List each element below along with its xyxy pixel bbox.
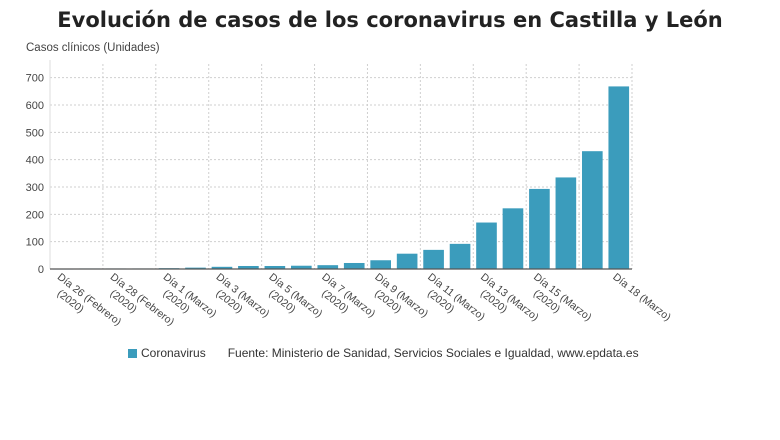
bar-4-mar xyxy=(238,265,259,269)
x-tick-label: Día 5 (Marzo)(2020) xyxy=(259,271,325,330)
y-tick-label: 300 xyxy=(26,182,44,194)
y-tick-label: 500 xyxy=(26,127,44,139)
bar-2-mar xyxy=(185,267,206,269)
bar-12-mar xyxy=(449,243,471,269)
bar-6-mar xyxy=(291,265,312,269)
bar-10-mar xyxy=(396,253,418,269)
x-tick-label: Día 15 (Marzo)(2020) xyxy=(523,271,594,334)
legend-series-name: Coronavirus xyxy=(141,346,206,360)
x-tick-label: Día 18 (Marzo) xyxy=(610,271,673,324)
x-tick-label: Día 9 (Marzo)(2020) xyxy=(364,271,430,330)
bar-5-mar xyxy=(264,265,286,269)
legend: Coronavirus Fuente: Ministerio de Sanida… xyxy=(128,346,639,360)
bar-15-mar xyxy=(529,188,550,269)
y-axis-label: Casos clínicos (Unidades) xyxy=(26,42,160,54)
bar-11-mar xyxy=(423,249,444,269)
bar-3-mar xyxy=(211,266,233,269)
y-tick-label: 400 xyxy=(26,155,44,167)
legend-swatch xyxy=(128,348,137,358)
x-tick-label: Día 3 (Marzo)(2020) xyxy=(206,271,272,330)
bar-8-mar xyxy=(343,262,365,269)
x-tick-label: Día 7 (Marzo)(2020) xyxy=(311,271,377,330)
bar-13-mar xyxy=(476,222,497,269)
x-tick-label: Día 13 (Marzo)(2020) xyxy=(470,271,541,334)
bar-14-mar xyxy=(502,208,524,269)
bar-17-mar xyxy=(582,151,603,269)
bar-7-mar xyxy=(317,265,339,269)
chart-title: Evolución de casos de los coronavirus en… xyxy=(57,8,723,32)
x-tick-label: Día 11 (Marzo)(2020) xyxy=(417,271,487,333)
bar-9-mar xyxy=(370,260,391,269)
y-tick-label: 700 xyxy=(26,73,44,85)
y-tick-label: 200 xyxy=(26,209,44,221)
bar-16-mar xyxy=(555,177,577,269)
y-tick-label: 100 xyxy=(26,237,44,249)
y-tick-label: 600 xyxy=(26,100,44,112)
bar-18-mar xyxy=(608,86,630,269)
y-tick-label: 0 xyxy=(38,264,44,276)
source-note: Fuente: Ministerio de Sanidad, Servicios… xyxy=(227,346,639,360)
